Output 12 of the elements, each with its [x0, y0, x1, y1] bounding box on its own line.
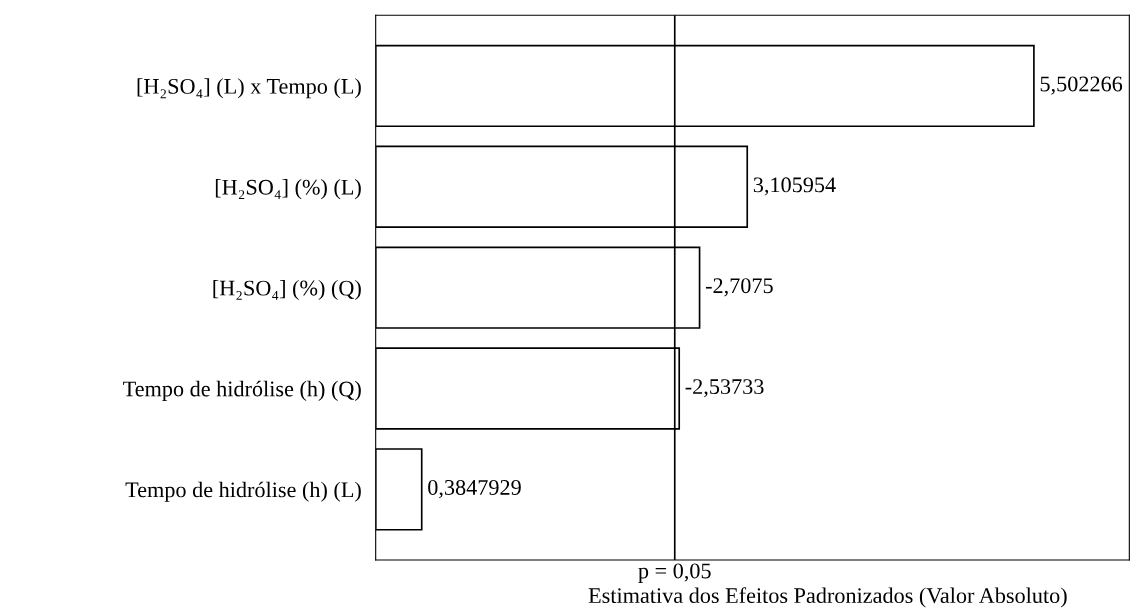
y-tick-label: [H₂SO₄] (%) (L) — [215, 179, 361, 200]
data-label: 0,3847929 — [428, 479, 521, 499]
data-label: 5,502266 — [1040, 76, 1123, 95]
y-tick-label: Tempo de hidrólise (h) (L) — [125, 481, 361, 502]
text: p = 0,05 — [638, 563, 711, 583]
x-axis-title: Estimativa dos Efeitos Padronizados (Valor Absoluto) — [588, 587, 1067, 608]
y-tick-label: [H₂SO₄] (L) x Tempo (L) — [137, 78, 361, 99]
data-label: -2,53733 — [685, 379, 764, 398]
y-tick-label: [H₂SO₄] (%) (Q) — [213, 279, 361, 301]
data-label: 3,105954 — [753, 177, 836, 196]
data-label: -2,7075 — [705, 278, 773, 297]
y-tick-label: Tempo de hidrólise (h) (Q) — [123, 380, 361, 401]
